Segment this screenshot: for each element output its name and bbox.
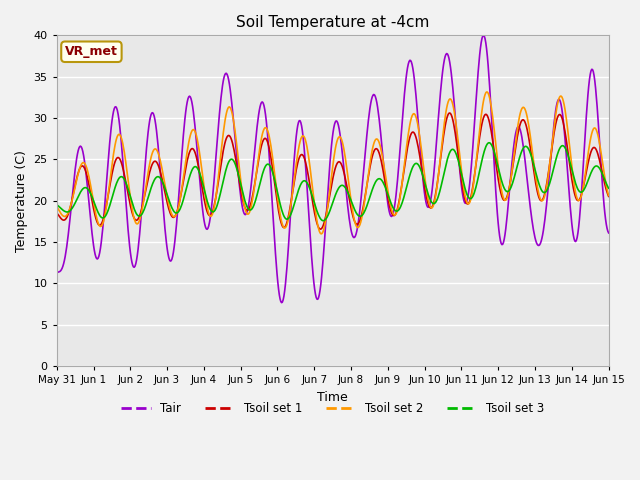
Y-axis label: Temperature (C): Temperature (C) bbox=[15, 150, 28, 252]
Legend: Tair, Tsoil set 1, Tsoil set 2, Tsoil set 3: Tair, Tsoil set 1, Tsoil set 2, Tsoil se… bbox=[116, 397, 548, 420]
Title: Soil Temperature at -4cm: Soil Temperature at -4cm bbox=[236, 15, 429, 30]
Text: VR_met: VR_met bbox=[65, 45, 118, 58]
X-axis label: Time: Time bbox=[317, 391, 348, 404]
